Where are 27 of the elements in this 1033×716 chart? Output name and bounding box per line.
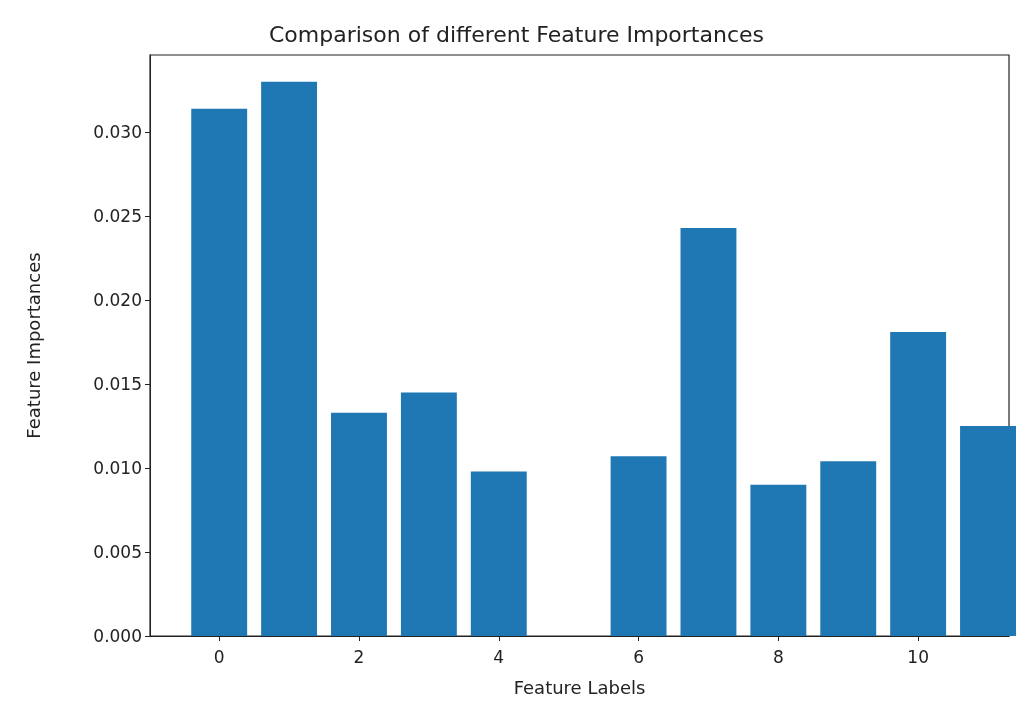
y-tick-label: 0.005 — [93, 542, 142, 563]
x-tick-label: 0 — [213, 646, 225, 667]
bar — [261, 81, 318, 636]
x-tick-label: 8 — [772, 646, 784, 667]
y-tick-label: 0.015 — [93, 374, 142, 395]
bar — [331, 412, 387, 636]
x-tick-label: 10 — [907, 646, 929, 667]
chart-title: Comparison of different Feature Importances — [269, 21, 764, 47]
y-tick-label: 0.030 — [93, 122, 142, 143]
bar — [470, 471, 527, 636]
bar — [820, 461, 877, 636]
bar — [610, 456, 667, 636]
y-tick-label: 0.020 — [93, 290, 142, 311]
bar — [890, 332, 947, 636]
bar — [191, 108, 248, 636]
y-tick-label: 0.010 — [93, 458, 142, 479]
x-tick-label: 4 — [493, 646, 505, 667]
y-tick-label: 0.000 — [93, 626, 142, 646]
bar — [400, 392, 457, 636]
x-tick-label: 2 — [353, 646, 365, 667]
y-tick-label: 0.025 — [93, 206, 142, 227]
bar — [680, 227, 737, 636]
y-axis-title: Feature Importances — [22, 252, 44, 439]
bar — [750, 484, 807, 636]
x-tick-label: 6 — [633, 646, 644, 667]
x-axis-title: Feature Labels — [513, 676, 646, 698]
bar — [960, 426, 1016, 636]
